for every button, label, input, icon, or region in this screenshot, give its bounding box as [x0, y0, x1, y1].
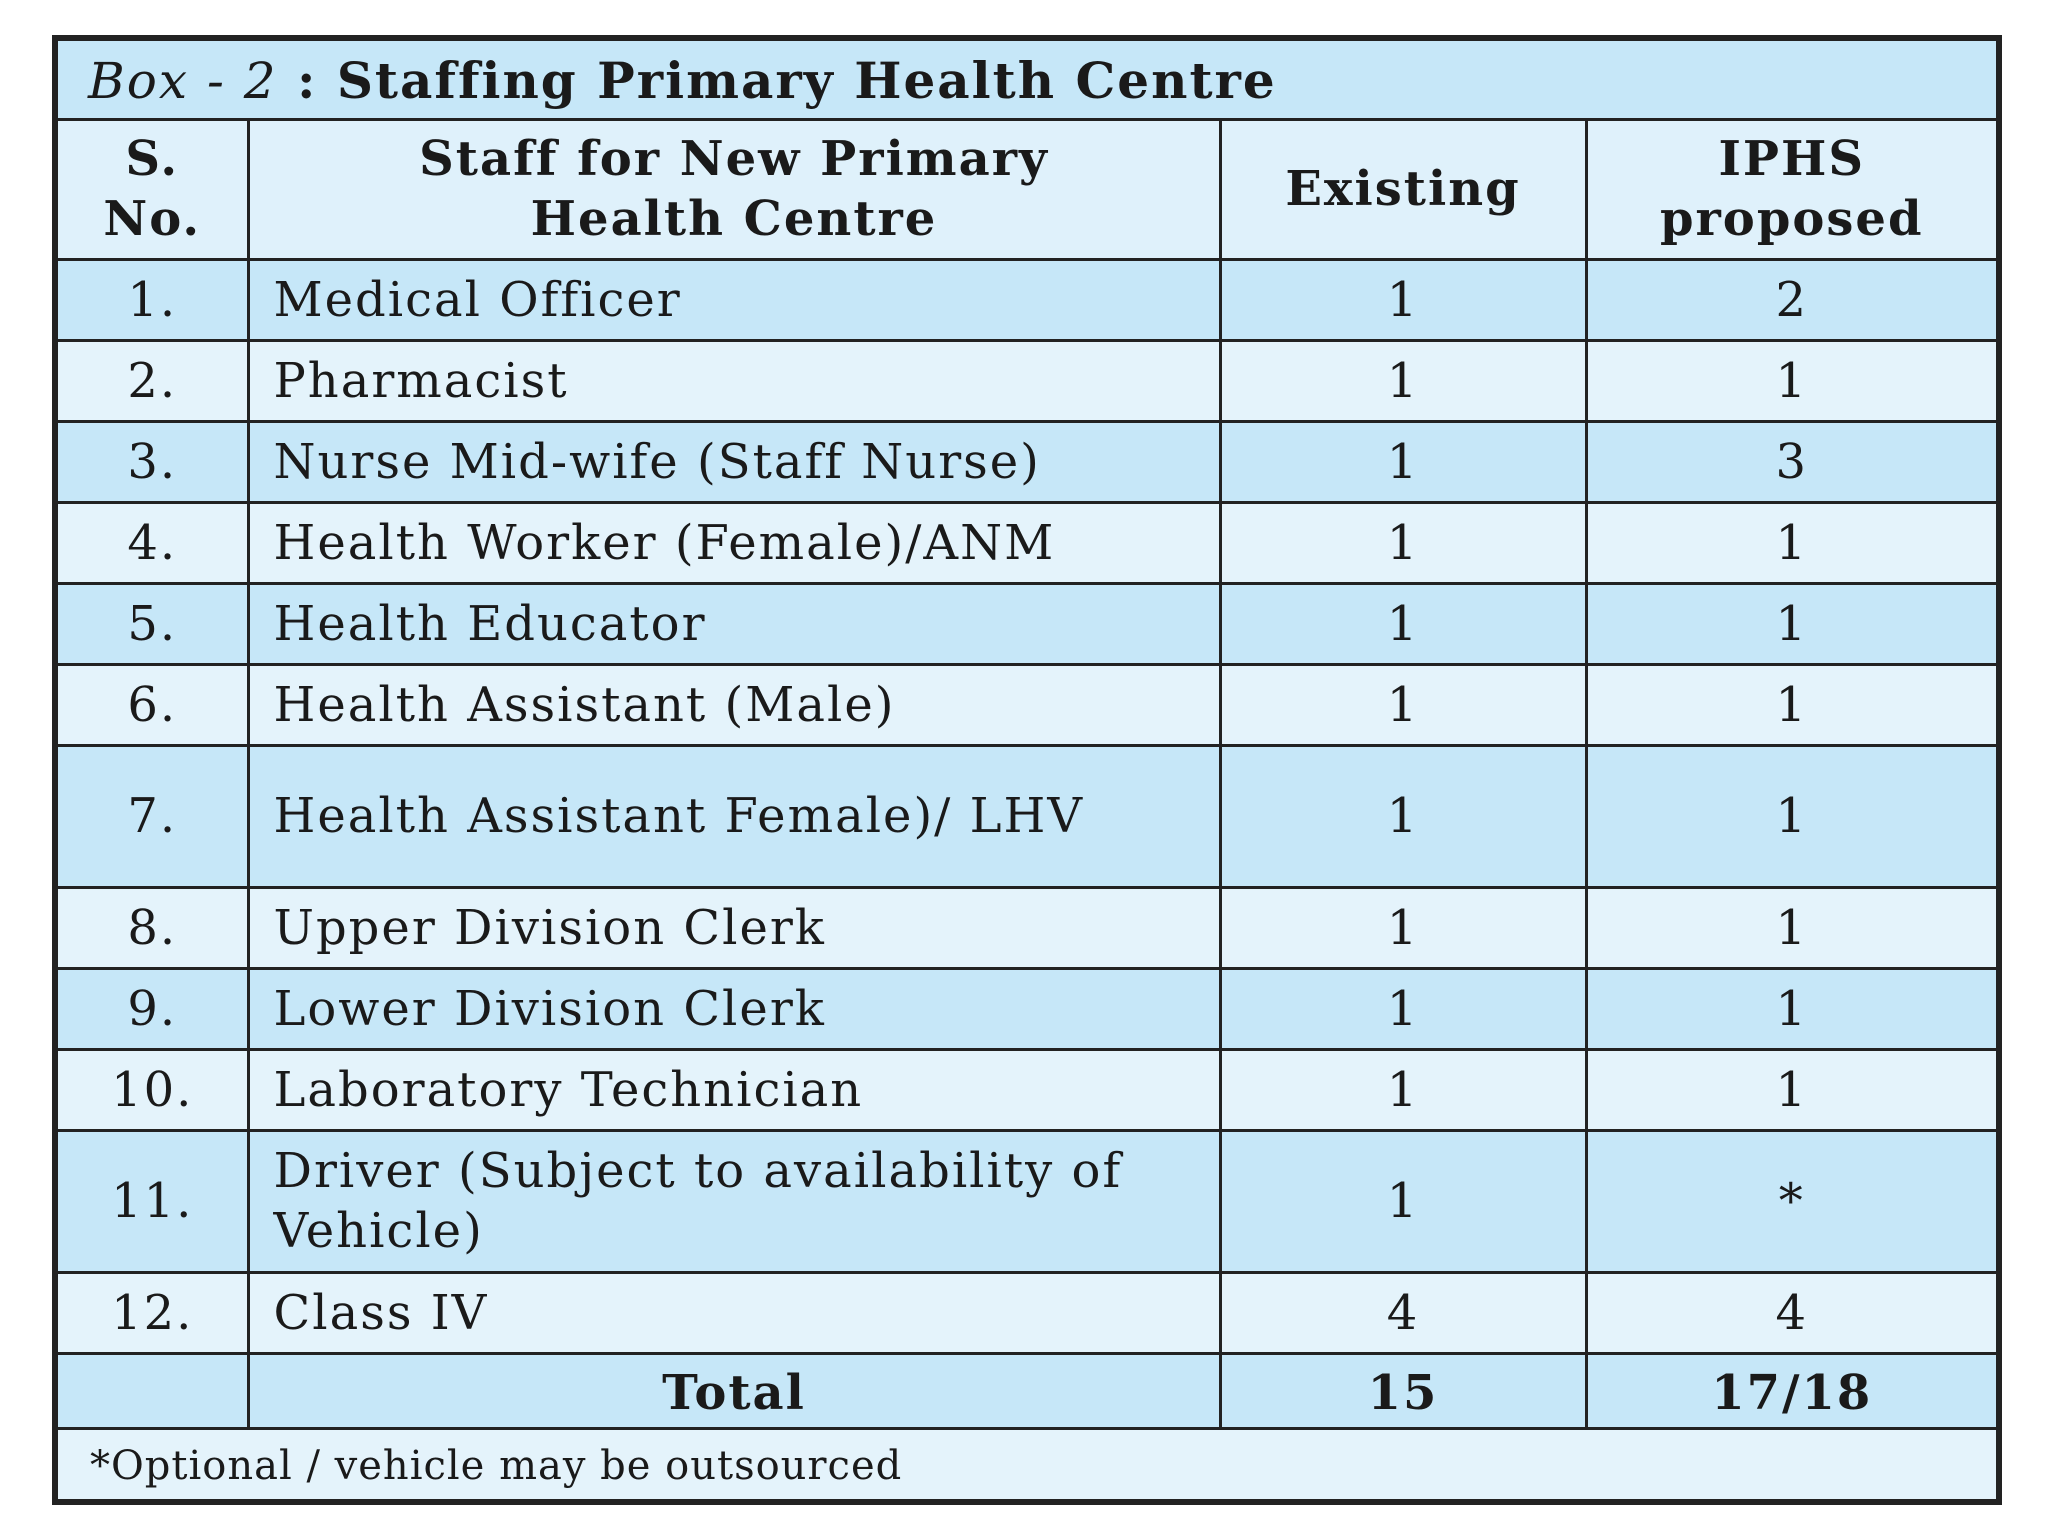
header-sno: S. No. [58, 121, 250, 261]
table-row: 5. Health Educator 1 1 [58, 581, 1996, 666]
row-iphs: 1 [1584, 581, 1996, 666]
row-staff: Nurse Mid-wife (Staff Nurse) [246, 419, 1222, 504]
row-sno: 6. [58, 662, 250, 747]
row-staff: Medical Officer [246, 257, 1222, 342]
row-iphs: * [1584, 1128, 1996, 1274]
row-sno: 11. [58, 1128, 250, 1274]
table-row: 11. Driver (Subject to availability of V… [58, 1128, 1996, 1274]
table-row: 1. Medical Officer 1 2 [58, 257, 1996, 342]
total-label: Total [246, 1351, 1222, 1435]
row-existing: 1 [1218, 257, 1588, 342]
table-row: 2. Pharmacist 1 1 [58, 338, 1996, 423]
row-existing: 4 [1218, 1270, 1588, 1355]
row-sno: 10. [58, 1047, 250, 1132]
row-staff: Health Educator [246, 581, 1222, 666]
row-existing: 1 [1218, 662, 1588, 747]
row-staff: Class IV [246, 1270, 1222, 1355]
row-sno: 9. [58, 966, 250, 1051]
table-row: 7. Health Assistant Female)/ LHV 1 1 [58, 743, 1996, 889]
row-staff: Lower Division Clerk [246, 966, 1222, 1051]
row-existing: 1 [1218, 338, 1588, 423]
table-row: 6. Health Assistant (Male) 1 1 [58, 662, 1996, 747]
row-existing: 1 [1218, 419, 1588, 504]
row-staff: Laboratory Technician [246, 1047, 1222, 1132]
row-iphs: 1 [1584, 966, 1996, 1051]
row-existing: 1 [1218, 1128, 1588, 1274]
header-iphs: IPHS proposed [1584, 121, 1996, 261]
table-row: 4. Health Worker (Female)/ANM 1 1 [58, 500, 1996, 585]
row-staff: Driver (Subject to availability of Vehic… [246, 1128, 1222, 1274]
row-iphs: 1 [1584, 500, 1996, 585]
row-existing: 1 [1218, 966, 1588, 1051]
box-label: Box - 2 [88, 52, 278, 110]
row-existing: 1 [1218, 885, 1588, 970]
box-title-separator: : [277, 51, 337, 110]
row-existing: 1 [1218, 743, 1588, 889]
total-existing: 15 [1218, 1351, 1588, 1435]
row-staff: Upper Division Clerk [246, 885, 1222, 970]
row-sno: 2. [58, 338, 250, 423]
table-row: 12. Class IV 4 4 [58, 1270, 1996, 1355]
row-iphs: 4 [1584, 1270, 1996, 1355]
box-title: Box - 2 : Staffing Primary Health Centre [58, 41, 1996, 121]
row-iphs: 1 [1584, 885, 1996, 970]
row-sno: 12. [58, 1270, 250, 1355]
row-sno: 8. [58, 885, 250, 970]
row-existing: 1 [1218, 1047, 1588, 1132]
box-title-text: Staffing Primary Health Centre [336, 51, 1277, 110]
total-sno-empty [58, 1351, 250, 1435]
table-row: 10. Laboratory Technician 1 1 [58, 1047, 1996, 1132]
row-existing: 1 [1218, 581, 1588, 666]
row-sno: 7. [58, 743, 250, 889]
row-iphs: 1 [1584, 743, 1996, 889]
row-iphs: 3 [1584, 419, 1996, 504]
row-sno: 1. [58, 257, 250, 342]
header-staff: Staff for New Primary Health Centre [246, 121, 1222, 261]
row-sno: 4. [58, 500, 250, 585]
footnote: *Optional / vehicle may be outsourced [58, 1427, 1996, 1499]
row-sno: 3. [58, 419, 250, 504]
table-row: 9. Lower Division Clerk 1 1 [58, 966, 1996, 1051]
row-staff: Pharmacist [246, 338, 1222, 423]
total-row: Total 15 17/18 [58, 1351, 1996, 1435]
staffing-box: Box - 2 : Staffing Primary Health Centre… [52, 35, 2002, 1505]
staffing-table: S. No. Staff for New Primary Health Cent… [58, 121, 1996, 1435]
table-row: 3. Nurse Mid-wife (Staff Nurse) 1 3 [58, 419, 1996, 504]
row-iphs: 1 [1584, 338, 1996, 423]
row-iphs: 1 [1584, 662, 1996, 747]
row-staff: Health Assistant Female)/ LHV [246, 743, 1222, 889]
table-header-row: S. No. Staff for New Primary Health Cent… [58, 121, 1996, 261]
row-staff: Health Assistant (Male) [246, 662, 1222, 747]
table-row: 8. Upper Division Clerk 1 1 [58, 885, 1996, 970]
row-sno: 5. [58, 581, 250, 666]
row-iphs: 2 [1584, 257, 1996, 342]
header-existing: Existing [1218, 121, 1588, 261]
row-staff: Health Worker (Female)/ANM [246, 500, 1222, 585]
row-existing: 1 [1218, 500, 1588, 585]
row-iphs: 1 [1584, 1047, 1996, 1132]
total-iphs: 17/18 [1584, 1351, 1996, 1435]
